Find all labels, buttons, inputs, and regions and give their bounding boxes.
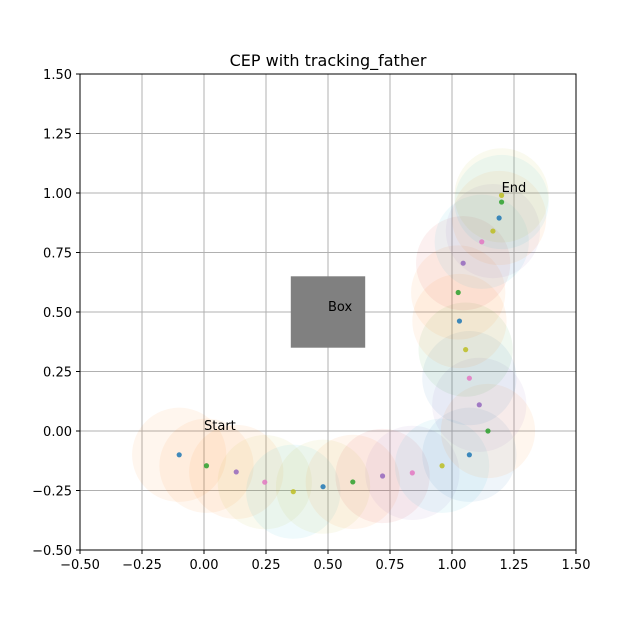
y-tick-label: 0.50 bbox=[43, 306, 72, 321]
trajectory-point bbox=[456, 318, 463, 324]
trajectory-point bbox=[290, 489, 296, 495]
trajectory-point bbox=[379, 473, 386, 479]
x-tick-label: 1.50 bbox=[562, 558, 591, 573]
trajectory-point bbox=[466, 452, 472, 458]
trajectory-point bbox=[476, 402, 482, 408]
trajectory-point bbox=[496, 215, 502, 221]
trajectory-point bbox=[490, 228, 496, 234]
x-tick-label: 1.25 bbox=[500, 558, 529, 573]
trajectory-point bbox=[233, 469, 239, 475]
trajectory-point bbox=[455, 289, 461, 296]
x-tick-label: 0.75 bbox=[376, 558, 405, 573]
y-tick-label: 0.75 bbox=[43, 247, 72, 262]
trajectory-point bbox=[203, 463, 210, 469]
trajectory-point bbox=[460, 260, 466, 266]
x-tick-label: 1.00 bbox=[438, 558, 467, 573]
y-tick-label: −0.25 bbox=[32, 485, 72, 500]
trajectory-point bbox=[485, 428, 491, 434]
grid bbox=[79, 73, 577, 551]
trajectory-point bbox=[262, 479, 268, 485]
x-axis: −0.50 −0.25 0.00 0.25 0.50 0.75 1.00 1.25 1.50 bbox=[60, 550, 590, 573]
y-tick-label: 0.25 bbox=[43, 366, 72, 381]
trajectory-point bbox=[463, 347, 469, 353]
y-tick-label: 1.50 bbox=[43, 68, 72, 83]
trajectory-point bbox=[479, 239, 485, 245]
trajectory-point bbox=[350, 479, 356, 485]
plot-area: Box Start End bbox=[79, 73, 577, 551]
trajectory-point bbox=[499, 192, 505, 198]
trajectory-points bbox=[176, 192, 505, 495]
x-tick-label: 0.50 bbox=[314, 558, 343, 573]
y-tick-label: 1.25 bbox=[43, 128, 72, 143]
x-tick-label: 0.00 bbox=[190, 558, 219, 573]
y-tick-label: 0.00 bbox=[43, 425, 72, 440]
chart-title: CEP with tracking_father bbox=[230, 51, 427, 71]
start-label: Start bbox=[204, 419, 236, 434]
trajectory-point bbox=[176, 452, 182, 458]
trajectory-point bbox=[320, 484, 326, 490]
x-tick-label: 0.25 bbox=[252, 558, 281, 573]
trajectory-point bbox=[439, 463, 445, 469]
x-tick-label: −0.50 bbox=[60, 558, 100, 573]
x-tick-label: −0.25 bbox=[122, 558, 162, 573]
uncertainty-circles bbox=[132, 148, 549, 539]
end-label: End bbox=[502, 181, 527, 196]
y-tick-label: 1.00 bbox=[43, 187, 72, 202]
y-axis: −0.50 −0.25 0.00 0.25 0.50 0.75 1.00 1.25 1.50 bbox=[32, 68, 80, 559]
trajectory-point bbox=[409, 470, 415, 476]
y-tick-label: −0.50 bbox=[32, 544, 72, 559]
trajectory-point bbox=[466, 375, 472, 381]
trajectory-point bbox=[499, 199, 505, 205]
box-obstacle bbox=[290, 276, 366, 348]
box-label: Box bbox=[328, 300, 352, 315]
